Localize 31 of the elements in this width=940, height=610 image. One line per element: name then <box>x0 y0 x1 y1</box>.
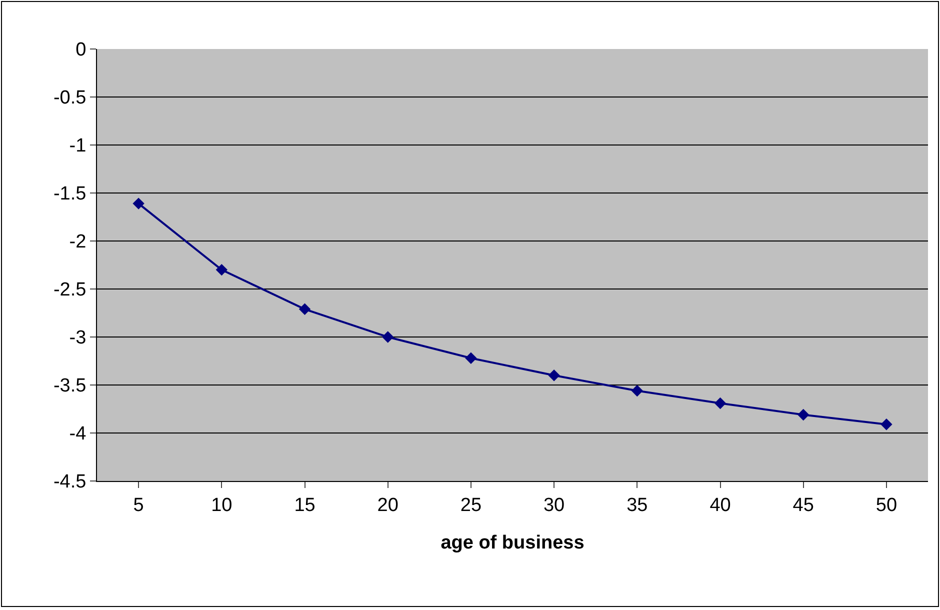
x-tick-label: 50 <box>876 494 898 516</box>
y-tick-label: -0.5 <box>53 88 86 109</box>
y-tick-label: 0 <box>76 40 86 61</box>
x-tick-label: 45 <box>792 494 814 516</box>
y-tick-label: -3.5 <box>53 376 86 397</box>
x-tick-label: 25 <box>460 494 482 516</box>
x-tick-label: 10 <box>211 494 232 516</box>
y-tick-label: -3 <box>69 328 86 349</box>
point <box>548 370 560 382</box>
x-tick-label: 30 <box>543 494 565 516</box>
point <box>714 397 726 410</box>
x-tick-label: 20 <box>377 494 398 516</box>
point <box>382 331 394 343</box>
y-tick-label: -4 <box>69 424 87 445</box>
x-axis-title: age of business <box>440 532 584 554</box>
point <box>880 418 892 430</box>
x-tick-label: 40 <box>710 494 731 516</box>
y-tick-label: -2 <box>69 232 86 253</box>
x-tick-label: 15 <box>294 494 316 516</box>
y-tick-label: -2.5 <box>53 280 86 301</box>
y-tick-label: -1 <box>69 136 86 157</box>
x-tick-label: 35 <box>626 494 648 516</box>
point <box>298 303 311 316</box>
point <box>798 408 810 421</box>
point <box>631 384 643 397</box>
point <box>216 264 228 276</box>
point <box>465 352 477 364</box>
y-tick-label: -1.5 <box>53 184 86 205</box>
x-tick-label: 5 <box>133 494 144 516</box>
point <box>132 198 144 210</box>
y-tick-label: -4.5 <box>53 472 86 493</box>
